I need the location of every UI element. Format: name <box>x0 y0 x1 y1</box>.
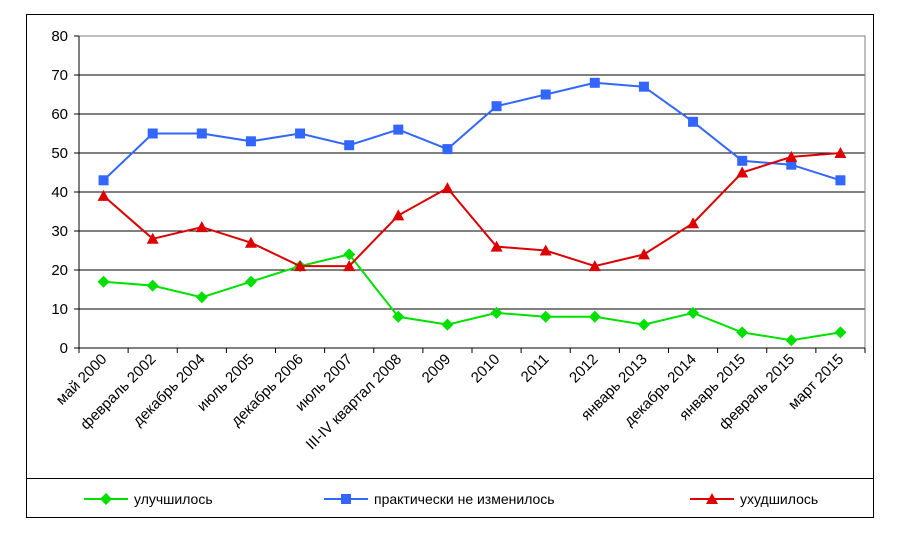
data-point <box>687 306 700 319</box>
legend-entry-improved: улучшилось <box>84 489 213 509</box>
data-point <box>343 260 356 272</box>
data-point <box>688 116 699 127</box>
data-point <box>785 334 798 347</box>
y-tick-label: 40 <box>51 184 68 201</box>
series-2 <box>97 147 847 272</box>
data-point <box>637 248 650 260</box>
data-point <box>490 240 503 252</box>
data-point <box>786 159 797 170</box>
data-point <box>490 306 503 319</box>
data-point <box>539 244 552 256</box>
legend-entry-worsened: ухудшилось <box>690 489 818 509</box>
legend-label-improved: улучшилось <box>134 491 213 507</box>
data-point <box>195 221 208 233</box>
data-point <box>588 260 601 272</box>
data-point <box>195 291 208 304</box>
data-point <box>540 89 551 100</box>
data-point <box>393 124 404 135</box>
y-tick-label: 10 <box>51 301 68 318</box>
y-tick-label: 0 <box>60 340 68 357</box>
data-point <box>785 150 798 162</box>
x-tick-label: 2010 <box>468 351 504 387</box>
data-point <box>344 140 355 151</box>
y-tick-label: 70 <box>51 67 68 84</box>
data-point <box>146 279 159 292</box>
series-0 <box>97 248 847 347</box>
data-point <box>834 326 847 339</box>
data-point <box>97 189 110 201</box>
legend-label-worsened: ухудшилось <box>740 491 819 507</box>
grid-lines <box>79 35 865 349</box>
legend-swatch-worsened <box>690 493 734 504</box>
data-point <box>147 128 158 139</box>
series-lines <box>97 77 847 347</box>
series-1 <box>98 77 846 186</box>
data-point <box>244 236 257 248</box>
data-point <box>835 175 846 186</box>
data-point <box>687 217 700 229</box>
x-tick-label: III-IV квартал 2008 <box>303 351 405 453</box>
chart-frame <box>26 14 874 518</box>
data-point <box>441 318 454 331</box>
x-tick-label: 2009 <box>419 351 455 387</box>
legend: улучшилось практически не изменилось уху… <box>26 478 874 518</box>
legend-label-unchanged: практически не изменилось <box>374 491 555 507</box>
axes <box>74 35 866 353</box>
series-line <box>102 81 841 182</box>
data-point <box>491 101 502 112</box>
legend-swatch-improved <box>84 493 128 505</box>
data-point <box>589 77 600 88</box>
data-point <box>588 310 601 323</box>
data-point <box>146 232 159 244</box>
data-point <box>392 209 405 221</box>
data-point <box>97 275 110 288</box>
data-point <box>392 310 405 323</box>
data-point <box>245 136 256 147</box>
y-tick-label: 50 <box>51 145 68 162</box>
data-point <box>196 128 207 139</box>
x-tick-label: 2012 <box>566 351 602 387</box>
data-point <box>441 182 454 194</box>
series-line <box>102 152 841 268</box>
series-line <box>103 253 841 342</box>
data-point <box>737 155 748 166</box>
legend-entry-unchanged: практически не изменилось <box>324 489 555 509</box>
y-tick-labels: 0 10 20 30 40 50 60 70 80 <box>51 28 68 357</box>
y-tick-label: 20 <box>51 262 68 279</box>
y-tick-label: 80 <box>51 28 68 45</box>
data-point <box>295 128 306 139</box>
x-tick-label: 2011 <box>518 351 553 386</box>
data-point <box>637 318 650 331</box>
data-point <box>294 260 307 272</box>
data-point <box>539 310 552 323</box>
legend-swatch-unchanged <box>324 494 368 504</box>
y-tick-label: 30 <box>51 223 68 240</box>
y-tick-label: 60 <box>51 106 68 123</box>
data-point <box>736 326 749 339</box>
data-point <box>98 175 109 186</box>
data-point <box>834 147 847 158</box>
data-point <box>343 248 356 261</box>
data-point <box>244 275 257 288</box>
data-point <box>638 81 649 92</box>
data-point <box>736 166 749 178</box>
data-point <box>442 144 453 155</box>
